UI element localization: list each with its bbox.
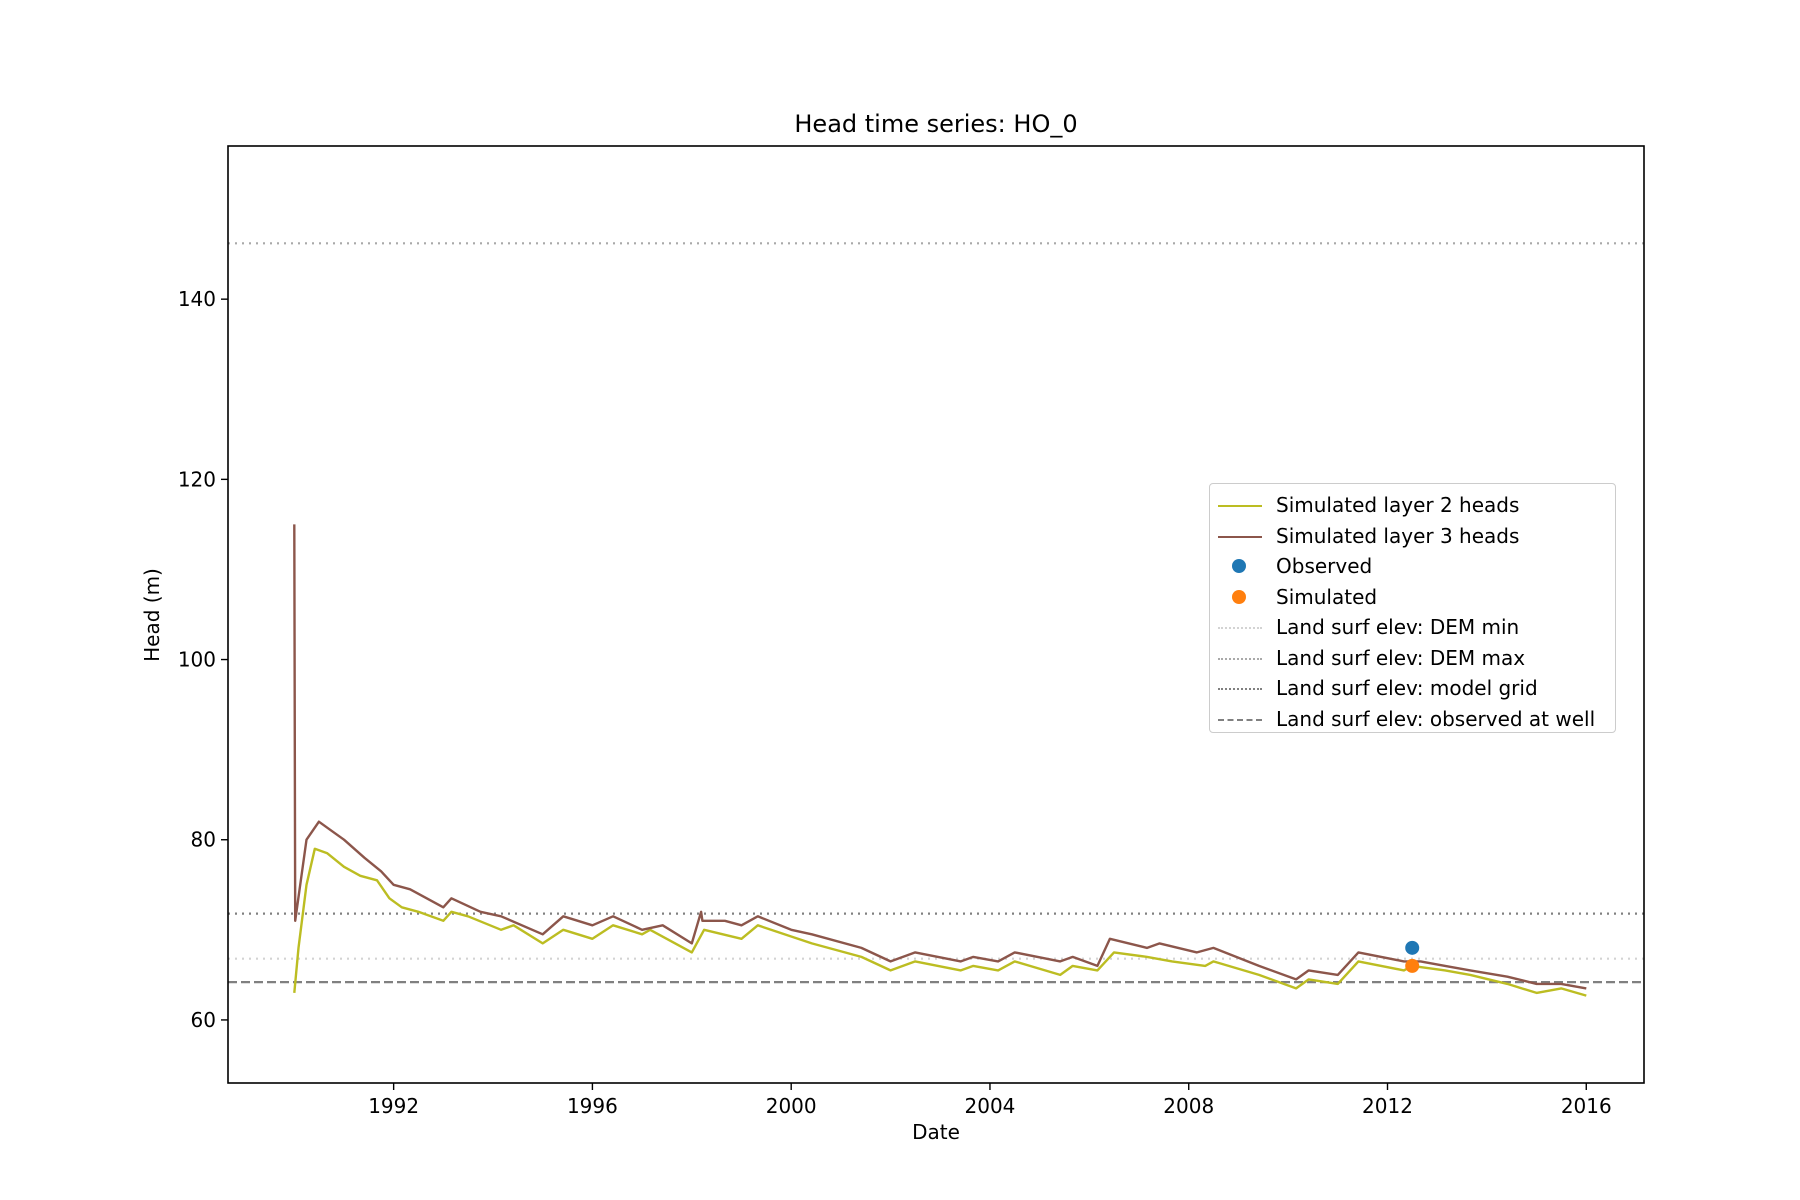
x-tick-label: 1992: [368, 1094, 419, 1118]
x-tick-label: 2008: [1163, 1094, 1214, 1118]
legend-item: Land surf elev: DEM max: [1210, 643, 1615, 673]
y-axis-label: Head (m): [140, 568, 164, 662]
legend-marker: [1232, 589, 1246, 604]
plot-area: 1992 1996 2000 2004 2008 2012 2016 60 80 100 120 14…: [178, 242, 1644, 1118]
legend-line-swatch: [1218, 627, 1262, 629]
axes-frame: [227, 145, 1645, 1084]
x-tick-label: 1996: [567, 1094, 618, 1118]
series-line-1: [293, 847, 1587, 997]
x-axis-label: Date: [912, 1120, 960, 1144]
legend-line-swatch: [1218, 505, 1262, 507]
point-observed: [1405, 940, 1420, 955]
x-tick-label: 2016: [1561, 1094, 1612, 1118]
legend-item: Land surf elev: model grid: [1210, 673, 1615, 703]
legend-item: Simulated layer 3 heads: [1210, 521, 1615, 551]
legend-label: Simulated layer 2 heads: [1276, 493, 1520, 517]
x-tick-label: 2012: [1362, 1094, 1413, 1118]
legend-item: Simulated layer 2 heads: [1210, 490, 1615, 520]
legend-label: Simulated layer 3 heads: [1276, 523, 1520, 548]
legend-line-swatch: [1218, 718, 1262, 721]
x-tick-label: 2000: [766, 1094, 817, 1118]
legend-item: Land surf elev: observed at well: [1210, 704, 1615, 734]
legend-line-swatch: [1218, 535, 1262, 538]
point-simulated: [1405, 958, 1420, 973]
legend-label: Simulated: [1276, 584, 1378, 609]
legend-line-swatch: [1218, 688, 1262, 690]
legend-label: Land surf elev: DEM min: [1276, 615, 1520, 639]
y-tick-label: 100: [178, 648, 216, 672]
legend-label: Land surf elev: DEM max: [1276, 645, 1526, 670]
legend-item: Land surf elev: DEM min: [1210, 612, 1615, 642]
y-tick-label: 120: [178, 467, 216, 491]
legend-item: Simulated: [1210, 582, 1615, 612]
legend-line-swatch: [1218, 657, 1262, 660]
chart-title: Head time series: HO_0: [794, 110, 1077, 138]
y-tick-label: 80: [191, 828, 216, 852]
legend-marker: [1232, 559, 1246, 573]
legend-label: Land surf elev: observed at well: [1276, 706, 1596, 731]
legend-label: Observed: [1276, 554, 1373, 578]
x-tick-label: 2004: [965, 1094, 1016, 1118]
legend-label: Land surf elev: model grid: [1276, 676, 1538, 700]
y-tick-label: 140: [178, 287, 216, 311]
legend-item: Observed: [1210, 551, 1615, 581]
y-tick-label: 60: [191, 1008, 216, 1032]
series-line-2: [293, 524, 1587, 990]
chart-legend: Simulated layer 2 heads Simulated layer 3…: [1209, 483, 1616, 733]
